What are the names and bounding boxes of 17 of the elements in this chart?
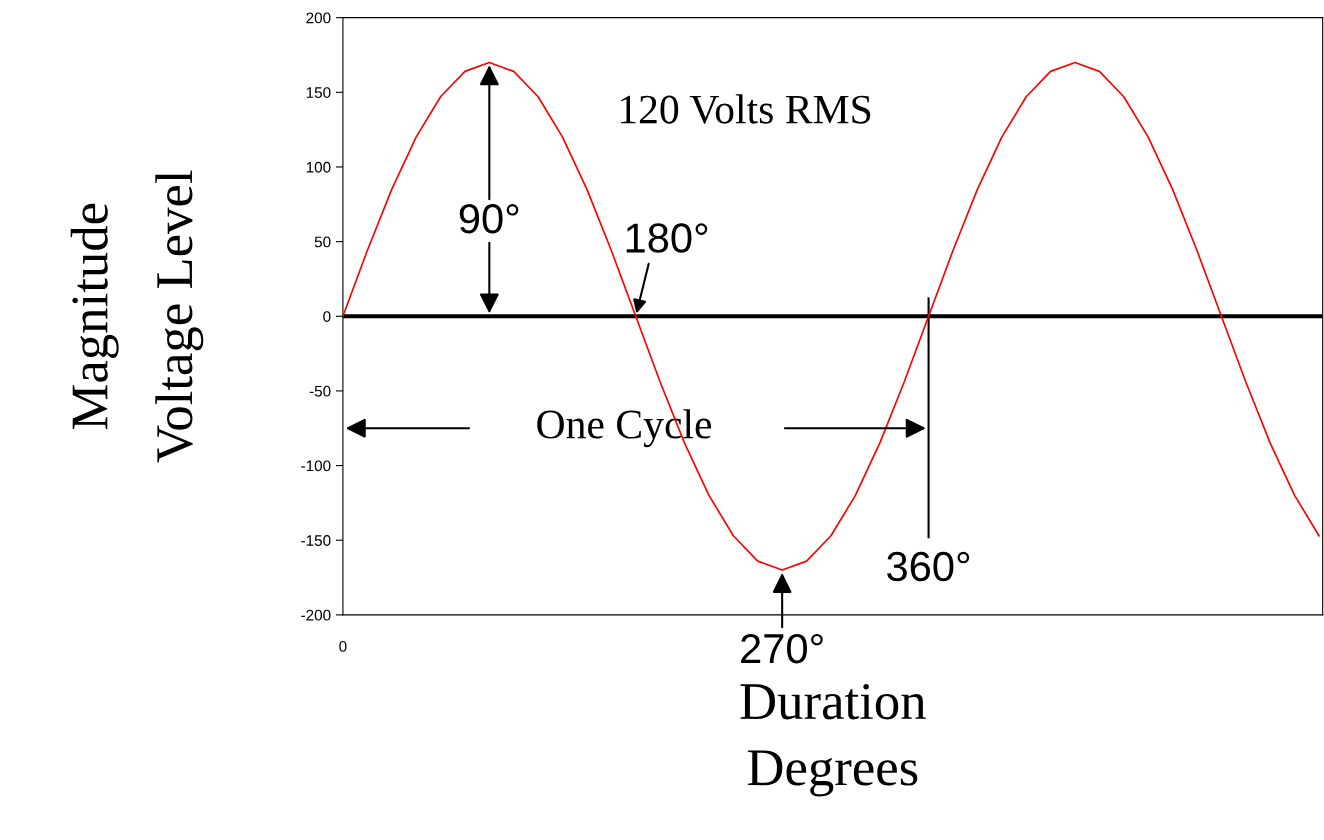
y-tick-label: 100: [306, 161, 331, 173]
y-tick-label: 200: [306, 12, 331, 24]
annotation: 360°: [887, 551, 970, 582]
x-axis-title: Duration Degrees: [740, 683, 926, 797]
annotation: 270°: [741, 633, 823, 664]
annotation: 90°: [459, 204, 519, 234]
annotation: 120 Volts RMS: [620, 94, 871, 124]
y-tick-label: -100: [301, 460, 331, 472]
y-tick-label: 50: [314, 236, 331, 248]
annotation: 180°: [626, 223, 708, 253]
text: 0: [339, 641, 347, 652]
y-tick-label: 0: [323, 311, 331, 322]
y-tick-label: -150: [301, 535, 331, 546]
y-tick-label: -50: [309, 385, 331, 397]
y-axis-title: Magnitude Voltage Level: [70, 170, 204, 463]
y-tick-label: 150: [306, 87, 331, 98]
y-tick-label: -200: [301, 609, 331, 621]
